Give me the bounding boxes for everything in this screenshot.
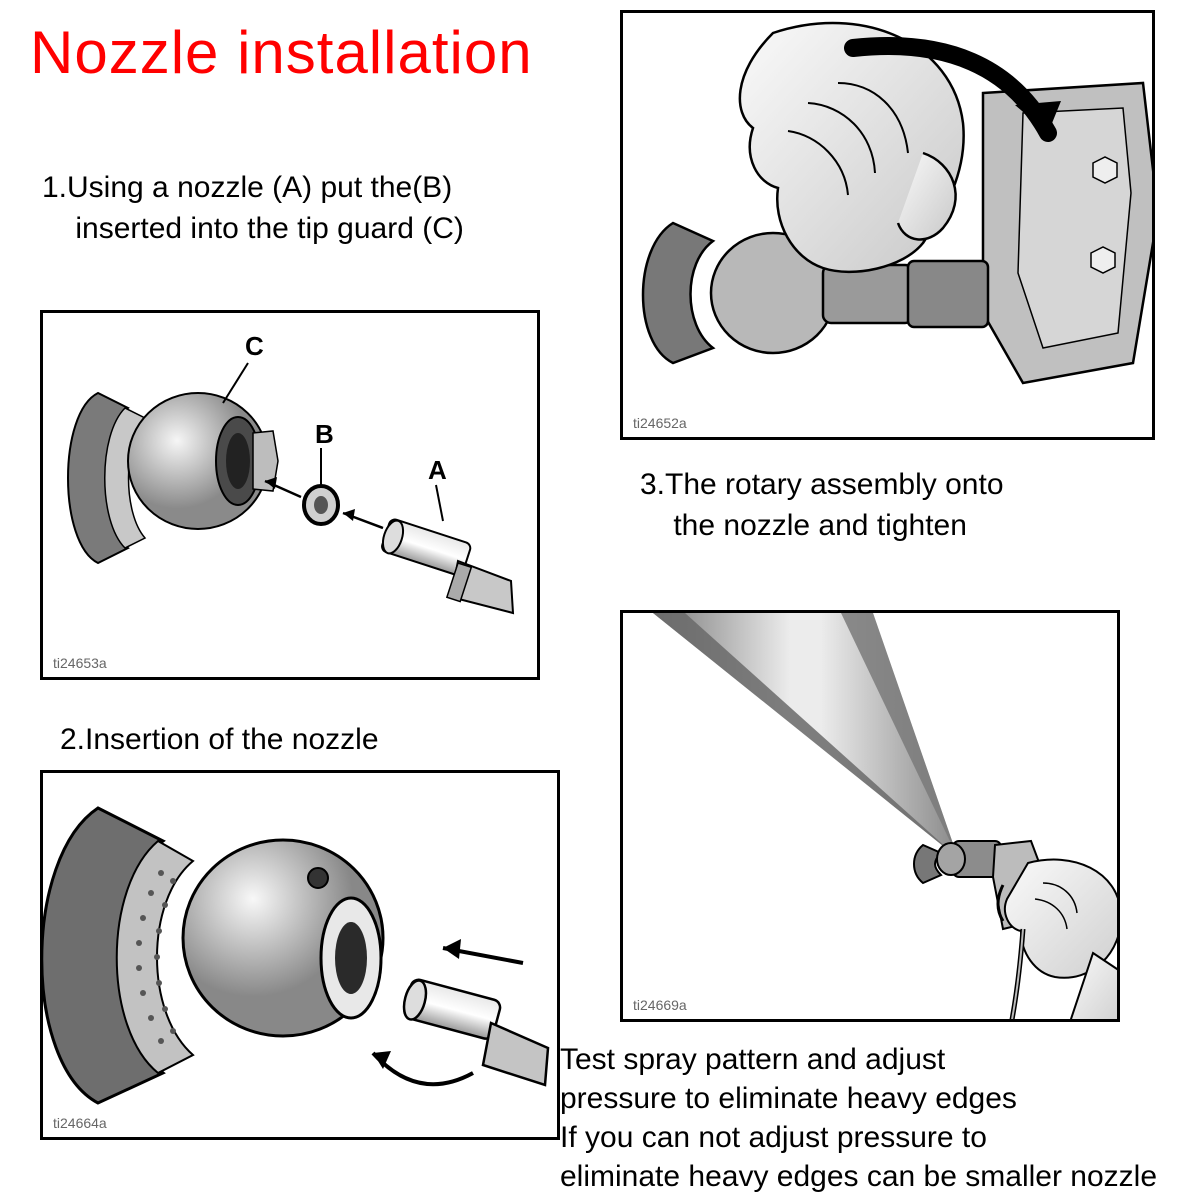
page-title: Nozzle installation bbox=[30, 18, 533, 87]
label-A: A bbox=[428, 455, 447, 486]
figure-2: ti24664a bbox=[40, 770, 560, 1140]
step-3-text: 3.The rotary assembly onto the nozzle an… bbox=[640, 465, 1004, 546]
figure-3-ref: ti24652a bbox=[633, 415, 687, 431]
figure-3-svg bbox=[623, 13, 1155, 440]
step-4-text: Test spray pattern and adjust pressure t… bbox=[560, 1040, 1157, 1196]
figure-3: ti24652a bbox=[620, 10, 1155, 440]
figure-2-svg bbox=[43, 773, 560, 1140]
figure-2-ref: ti24664a bbox=[53, 1115, 107, 1131]
figure-4: ti24669a bbox=[620, 610, 1120, 1022]
label-C: C bbox=[245, 331, 264, 362]
step-1-text: 1.Using a nozzle (A) put the(B) inserted… bbox=[42, 168, 464, 249]
figure-1-svg bbox=[43, 313, 540, 680]
step-2-text: 2.Insertion of the nozzle bbox=[60, 720, 379, 761]
figure-4-svg bbox=[623, 613, 1120, 1022]
label-B: B bbox=[315, 419, 334, 450]
figure-1: C B A ti24653a bbox=[40, 310, 540, 680]
figure-4-ref: ti24669a bbox=[633, 997, 687, 1013]
figure-1-ref: ti24653a bbox=[53, 655, 107, 671]
